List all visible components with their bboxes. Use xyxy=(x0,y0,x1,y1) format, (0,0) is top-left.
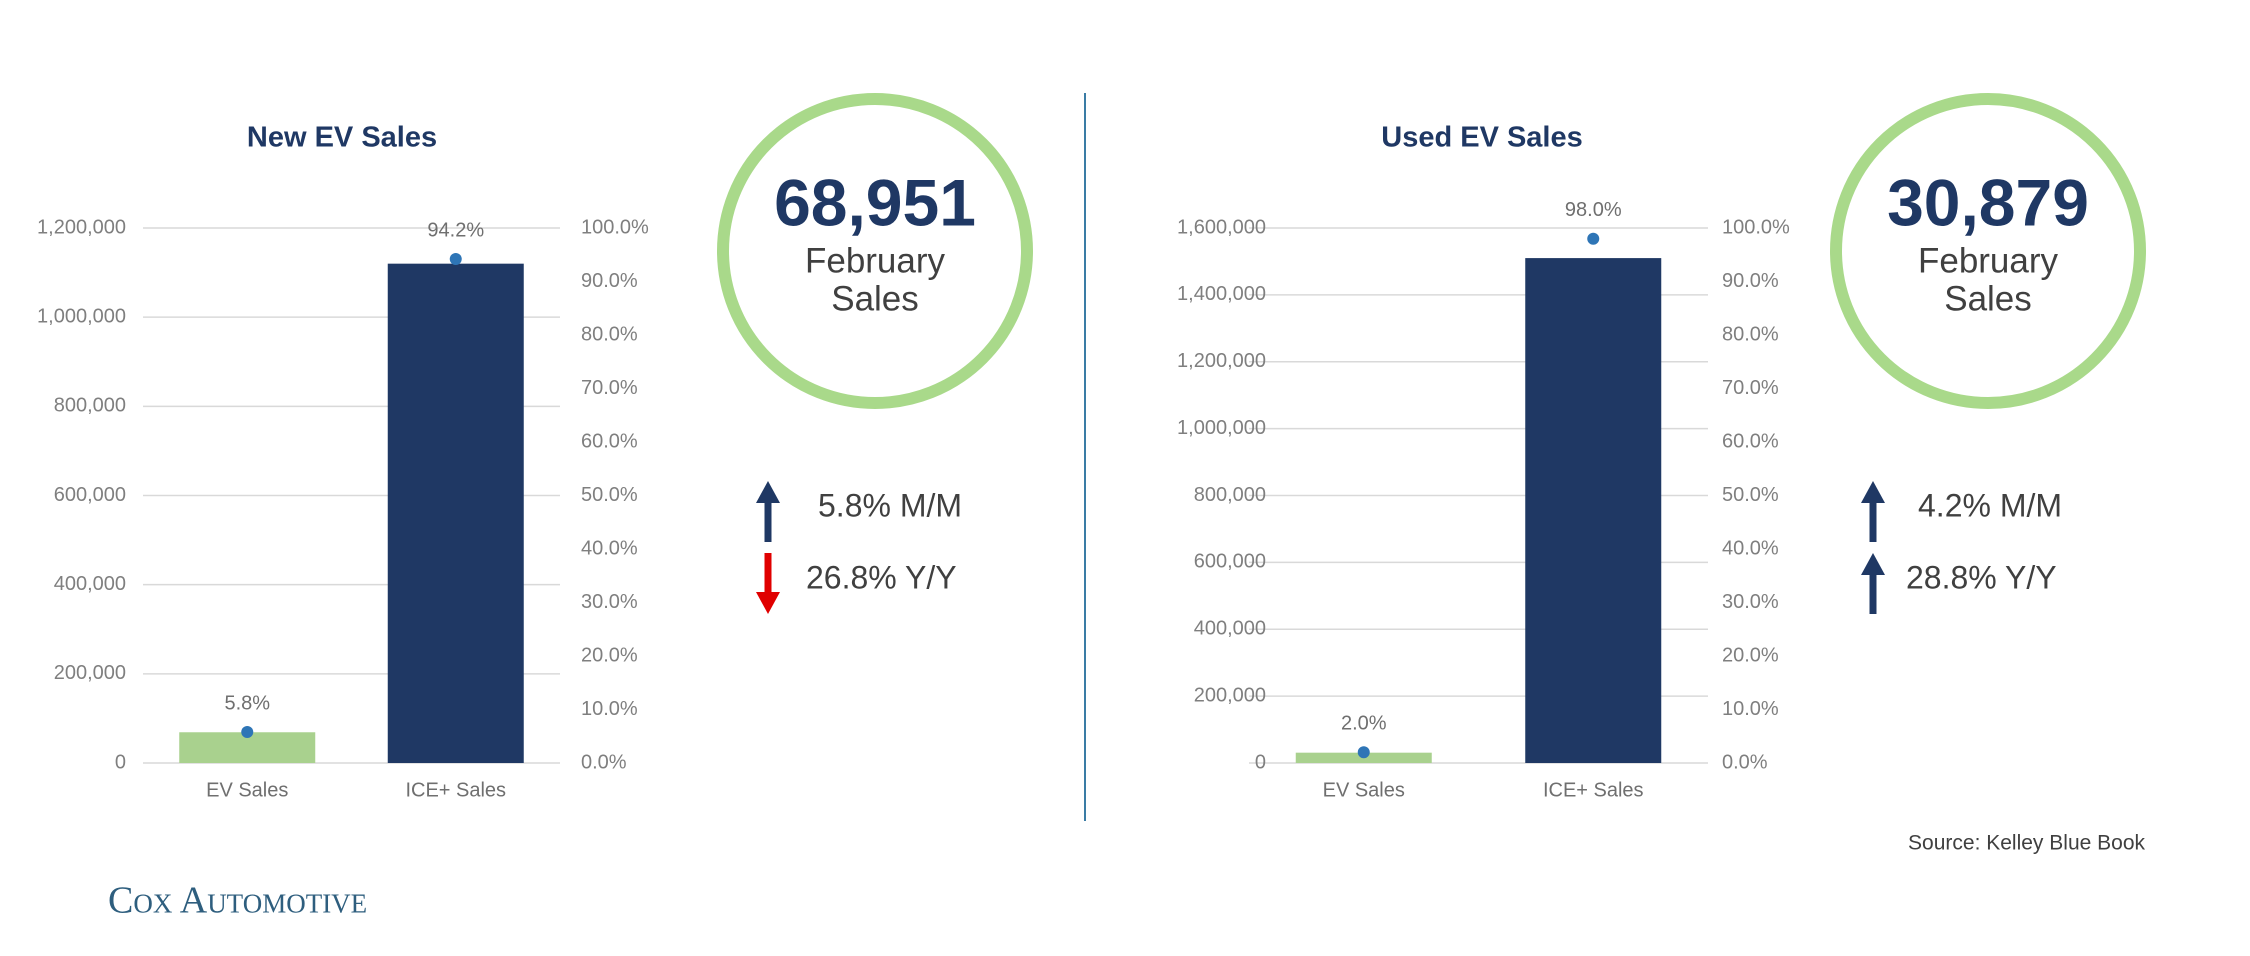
change-text: 26.8% Y/Y xyxy=(806,559,957,595)
y2-tick-label: 30.0% xyxy=(1722,591,1779,613)
y2-tick-label: 20.0% xyxy=(581,644,638,666)
point xyxy=(1357,746,1370,759)
x-tick-label: ICE+ Sales xyxy=(405,779,506,801)
kpi-ring xyxy=(1830,93,2146,409)
y2-tick-label: 10.0% xyxy=(581,698,638,720)
kpi-label: February xyxy=(1918,241,2059,280)
y2-tick-label: 20.0% xyxy=(1722,644,1779,666)
source: Source: Kelley Blue Book xyxy=(1908,832,2145,855)
y2-tick-label: 0.0% xyxy=(581,751,627,773)
y2-tick-label: 70.0% xyxy=(1722,377,1779,399)
kpi-label: Sales xyxy=(831,279,919,318)
data-label: 5.8% xyxy=(224,692,270,714)
y2-tick-label: 90.0% xyxy=(581,270,638,292)
data-label: 94.2% xyxy=(427,219,484,241)
y-tick-label: 1,200,000 xyxy=(37,216,126,238)
y2-tick-label: 80.0% xyxy=(581,323,638,345)
y2-tick-label: 70.0% xyxy=(581,377,638,399)
y2-tick-label: 10.0% xyxy=(1722,698,1779,720)
chart-title: Used EV Sales xyxy=(1381,122,1583,154)
point xyxy=(1587,232,1600,245)
y2-tick-label: 100.0% xyxy=(1722,216,1790,238)
y-tick-label: 200,000 xyxy=(54,662,126,684)
y2-tick-label: 30.0% xyxy=(581,591,638,613)
bar xyxy=(1525,258,1662,763)
y-tick-label: 0 xyxy=(115,751,126,773)
change-text: 5.8% M/M xyxy=(818,487,962,523)
change-text: 4.2% M/M xyxy=(1918,487,2062,523)
y-tick-label: 1,000,000 xyxy=(1177,417,1266,439)
y-tick-label: 400,000 xyxy=(1194,618,1266,640)
y-tick-label: 200,000 xyxy=(1194,684,1266,706)
y2-tick-label: 40.0% xyxy=(581,537,638,559)
y2-tick-label: 90.0% xyxy=(1722,270,1779,292)
y-tick-label: 800,000 xyxy=(54,395,126,417)
y2-tick-label: 0.0% xyxy=(1722,751,1768,773)
kpi-ring xyxy=(717,93,1033,409)
y-tick-label: 0 xyxy=(1255,751,1266,773)
y-tick-label: 1,400,000 xyxy=(1177,283,1266,305)
x-tick-label: ICE+ Sales xyxy=(1543,779,1644,801)
logo: Cox Automotive xyxy=(108,880,367,922)
y2-tick-label: 50.0% xyxy=(581,484,638,506)
y-tick-label: 400,000 xyxy=(54,573,126,595)
change-arrow-head xyxy=(756,592,780,614)
y2-tick-label: 40.0% xyxy=(1722,537,1779,559)
kpi-label: February xyxy=(805,241,946,280)
point xyxy=(241,725,254,738)
y2-tick-label: 60.0% xyxy=(1722,430,1779,452)
point xyxy=(449,253,462,266)
y-tick-label: 800,000 xyxy=(1194,484,1266,506)
change-text: 28.8% Y/Y xyxy=(1906,559,2057,595)
change-arrow-head xyxy=(756,481,780,503)
kpi-value: 68,951 xyxy=(774,165,976,239)
chart-title: New EV Sales xyxy=(247,122,437,154)
y-tick-label: 1,200,000 xyxy=(1177,350,1266,372)
kpi-label: Sales xyxy=(1944,279,2032,318)
y2-tick-label: 100.0% xyxy=(581,216,649,238)
y-tick-label: 1,000,000 xyxy=(37,305,126,327)
x-tick-label: EV Sales xyxy=(206,779,288,801)
bar xyxy=(387,263,524,763)
change-arrow-head xyxy=(1861,553,1885,575)
y2-tick-label: 80.0% xyxy=(1722,323,1779,345)
y-tick-label: 1,600,000 xyxy=(1177,216,1266,238)
data-label: 2.0% xyxy=(1341,713,1387,735)
x-tick-label: EV Sales xyxy=(1323,779,1405,801)
y-tick-label: 600,000 xyxy=(1194,551,1266,573)
data-label: 98.0% xyxy=(1565,199,1622,221)
y2-tick-label: 60.0% xyxy=(581,430,638,452)
change-arrow-head xyxy=(1861,481,1885,503)
kpi-value: 30,879 xyxy=(1887,165,2089,239)
y2-tick-label: 50.0% xyxy=(1722,484,1779,506)
y-tick-label: 600,000 xyxy=(54,484,126,506)
